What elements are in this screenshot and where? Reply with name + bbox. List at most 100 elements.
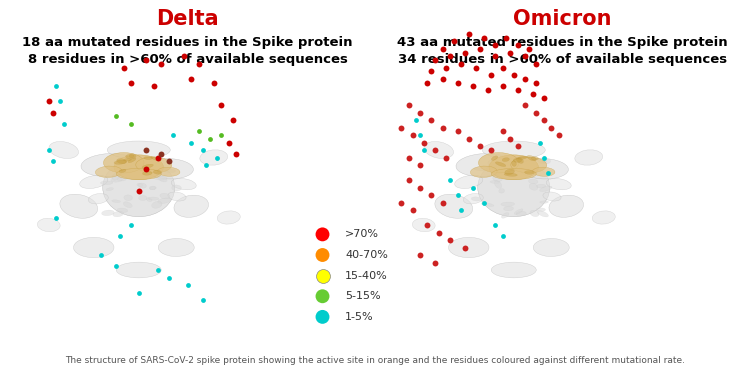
Ellipse shape [217,211,240,224]
Point [406,207,418,213]
Point [414,162,426,168]
Ellipse shape [160,193,170,199]
Point [455,61,467,67]
Ellipse shape [152,201,162,208]
Ellipse shape [514,209,523,214]
Point [436,76,448,82]
Point [542,170,554,176]
Point [429,147,441,153]
Point [519,76,531,82]
Point [459,244,471,250]
Ellipse shape [111,177,122,182]
Ellipse shape [100,181,112,184]
Text: 1-5%: 1-5% [345,312,374,322]
Point [496,64,508,70]
Point [459,50,471,55]
Ellipse shape [136,157,172,173]
Text: Omicron: Omicron [513,9,612,29]
Point [185,76,197,82]
Point [316,293,328,299]
Ellipse shape [124,202,132,208]
Ellipse shape [144,157,152,160]
Ellipse shape [114,160,127,164]
Point [316,252,328,258]
Ellipse shape [172,185,182,191]
Ellipse shape [448,237,489,258]
Ellipse shape [158,198,171,204]
Ellipse shape [149,186,155,190]
Ellipse shape [104,153,144,173]
Point [489,42,501,48]
Ellipse shape [151,156,161,161]
Point [114,233,126,239]
Point [403,177,415,183]
Point [395,200,407,206]
Ellipse shape [150,163,163,166]
Ellipse shape [117,177,126,181]
Point [418,140,430,146]
Text: 43 aa mutated residues in the Spike protein
34 residues in >60% of available seq: 43 aa mutated residues in the Spike prot… [398,36,728,66]
Ellipse shape [81,153,136,177]
Ellipse shape [142,164,153,168]
Point [530,61,542,67]
Ellipse shape [482,141,545,159]
Point [54,98,66,104]
Point [448,38,460,44]
Point [125,80,137,86]
Ellipse shape [118,208,128,212]
Ellipse shape [574,150,603,165]
Point [133,188,145,194]
Point [140,166,152,172]
Point [196,297,208,303]
Ellipse shape [102,210,114,216]
Point [440,64,452,70]
Ellipse shape [494,181,502,188]
Ellipse shape [106,188,113,190]
Ellipse shape [49,141,79,159]
Ellipse shape [489,155,538,180]
Ellipse shape [512,161,516,166]
Ellipse shape [117,159,126,164]
Point [193,128,205,134]
Point [410,117,422,123]
Point [463,31,475,37]
Ellipse shape [524,171,534,174]
Ellipse shape [454,175,483,189]
Point [215,102,227,108]
Point [395,124,407,130]
Point [519,53,531,59]
Point [403,154,415,160]
Ellipse shape [546,178,572,190]
Point [185,140,197,146]
Point [50,214,62,220]
Point [444,177,456,183]
Point [414,252,426,258]
Ellipse shape [493,176,502,181]
Ellipse shape [139,195,147,201]
Point [163,158,175,164]
Ellipse shape [80,175,108,189]
Ellipse shape [158,238,194,256]
Point [403,102,415,108]
Point [110,113,122,119]
Point [163,274,175,280]
Point [422,80,434,86]
Point [230,151,242,157]
Ellipse shape [527,155,536,161]
Ellipse shape [478,153,519,173]
Ellipse shape [413,218,435,232]
Point [466,83,478,89]
Ellipse shape [511,157,547,173]
Point [414,110,426,116]
Point [46,110,58,116]
Ellipse shape [499,189,505,193]
Point [433,230,445,236]
Point [425,68,437,74]
Point [118,64,130,70]
Ellipse shape [503,207,514,211]
Ellipse shape [149,187,156,190]
Ellipse shape [488,162,502,168]
Point [436,46,448,52]
Ellipse shape [474,168,484,171]
Point [425,192,437,198]
